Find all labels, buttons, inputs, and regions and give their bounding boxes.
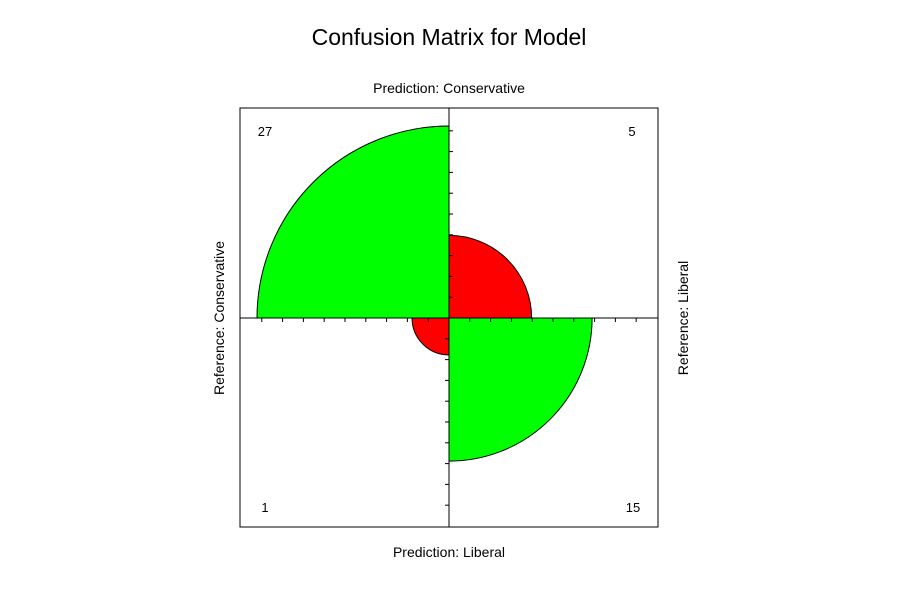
- bottom-axis-label: Prediction: Liberal: [393, 544, 505, 560]
- cell-label-bottom-left: 1: [261, 500, 268, 515]
- sector-bottom-right: [448, 317, 593, 462]
- sector-top-right: [448, 234, 533, 319]
- left-axis-label: Reference: Conservative: [211, 241, 227, 395]
- sector-bottom-left: [411, 317, 450, 356]
- cell-label-top-right: 5: [628, 124, 635, 139]
- right-axis-label: Reference: Liberal: [675, 261, 691, 375]
- cell-label-top-left: 27: [258, 124, 272, 139]
- top-axis-label: Prediction: Conservative: [373, 80, 525, 96]
- sector-top-left: [256, 125, 450, 319]
- chart-title: Confusion Matrix for Model: [312, 24, 587, 50]
- cell-label-bottom-right: 15: [626, 500, 640, 515]
- axis-ticks: [261, 130, 637, 506]
- sector-group: [256, 125, 593, 462]
- cell-labels: 27 5 1 15: [258, 124, 640, 515]
